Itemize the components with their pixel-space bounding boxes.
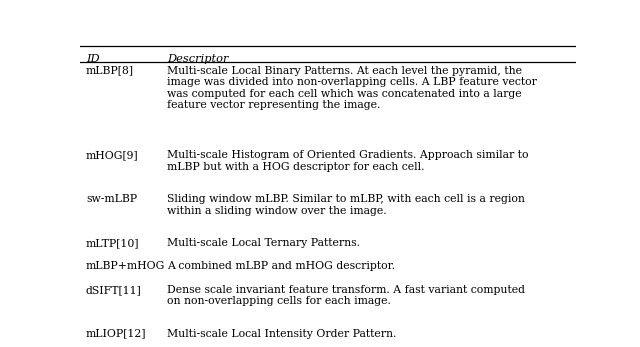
Text: Multi-scale Local Ternary Patterns.: Multi-scale Local Ternary Patterns. xyxy=(167,238,360,248)
Text: A combined mLBP and mHOG descriptor.: A combined mLBP and mHOG descriptor. xyxy=(167,261,395,271)
Text: Multi-scale Histogram of Oriented Gradients. Approach similar to
mLBP but with a: Multi-scale Histogram of Oriented Gradie… xyxy=(167,150,528,172)
Text: Descriptor: Descriptor xyxy=(167,54,228,64)
Text: Dense scale invariant feature transform. A fast variant computed
on non-overlapp: Dense scale invariant feature transform.… xyxy=(167,285,525,306)
Text: mLTP[10]: mLTP[10] xyxy=(86,238,140,248)
Text: mLIOP[12]: mLIOP[12] xyxy=(86,329,147,339)
Text: sw-mLBP: sw-mLBP xyxy=(86,194,137,204)
Text: mLBP[8]: mLBP[8] xyxy=(86,66,134,76)
Text: mHOG[9]: mHOG[9] xyxy=(86,150,139,160)
Text: ID: ID xyxy=(86,54,100,64)
Text: Multi-scale Local Binary Patterns. At each level the pyramid, the
image was divi: Multi-scale Local Binary Patterns. At ea… xyxy=(167,66,537,110)
Text: Multi-scale Local Intensity Order Pattern.: Multi-scale Local Intensity Order Patter… xyxy=(167,329,396,339)
Text: mLBP+mHOG: mLBP+mHOG xyxy=(86,261,165,271)
Text: Sliding window mLBP. Similar to mLBP, with each cell is a region
within a slidin: Sliding window mLBP. Similar to mLBP, wi… xyxy=(167,194,525,215)
Text: dSIFT[11]: dSIFT[11] xyxy=(86,285,141,295)
